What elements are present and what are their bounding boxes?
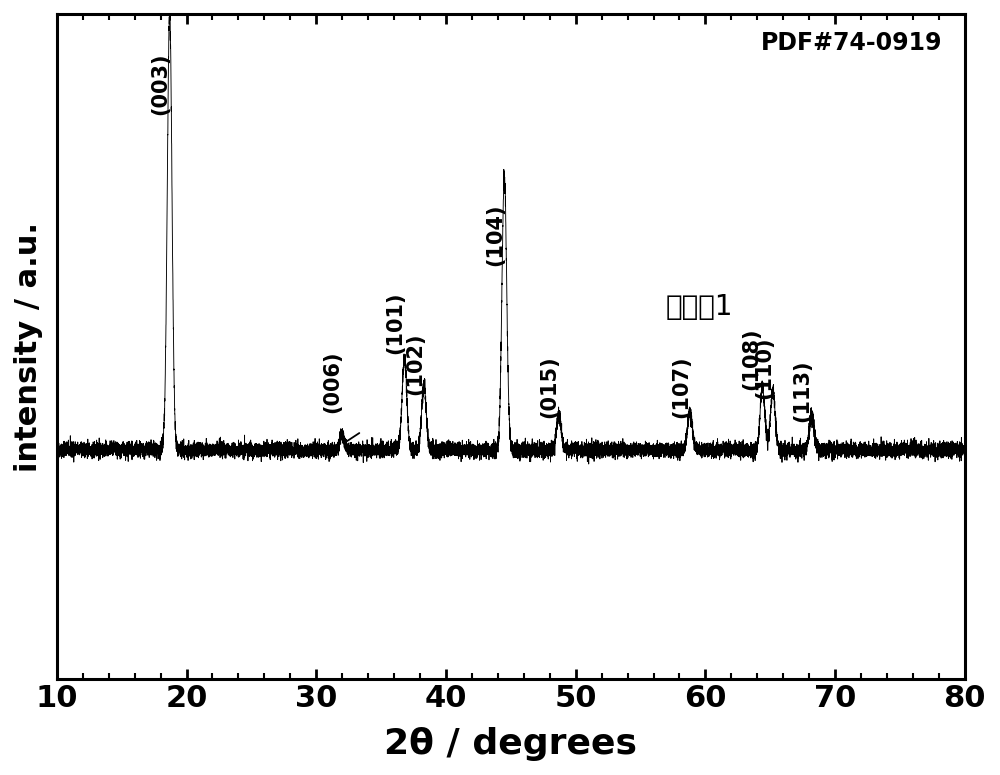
Text: (015): (015) [540,355,560,418]
Text: (101): (101) [385,291,405,353]
Text: (108): (108) [741,328,761,391]
Text: (003): (003) [151,53,171,115]
Text: (006): (006) [322,350,342,413]
Text: (110): (110) [754,337,774,399]
Text: 实施例1: 实施例1 [665,294,733,322]
Text: (104): (104) [485,204,505,267]
Text: PDF#74-0919: PDF#74-0919 [761,30,942,54]
Text: (102): (102) [405,332,425,394]
Text: (107): (107) [671,355,691,418]
Text: (113): (113) [793,360,813,422]
X-axis label: 2θ / degrees: 2θ / degrees [384,727,637,761]
Y-axis label: intensity / a.u.: intensity / a.u. [14,222,43,472]
